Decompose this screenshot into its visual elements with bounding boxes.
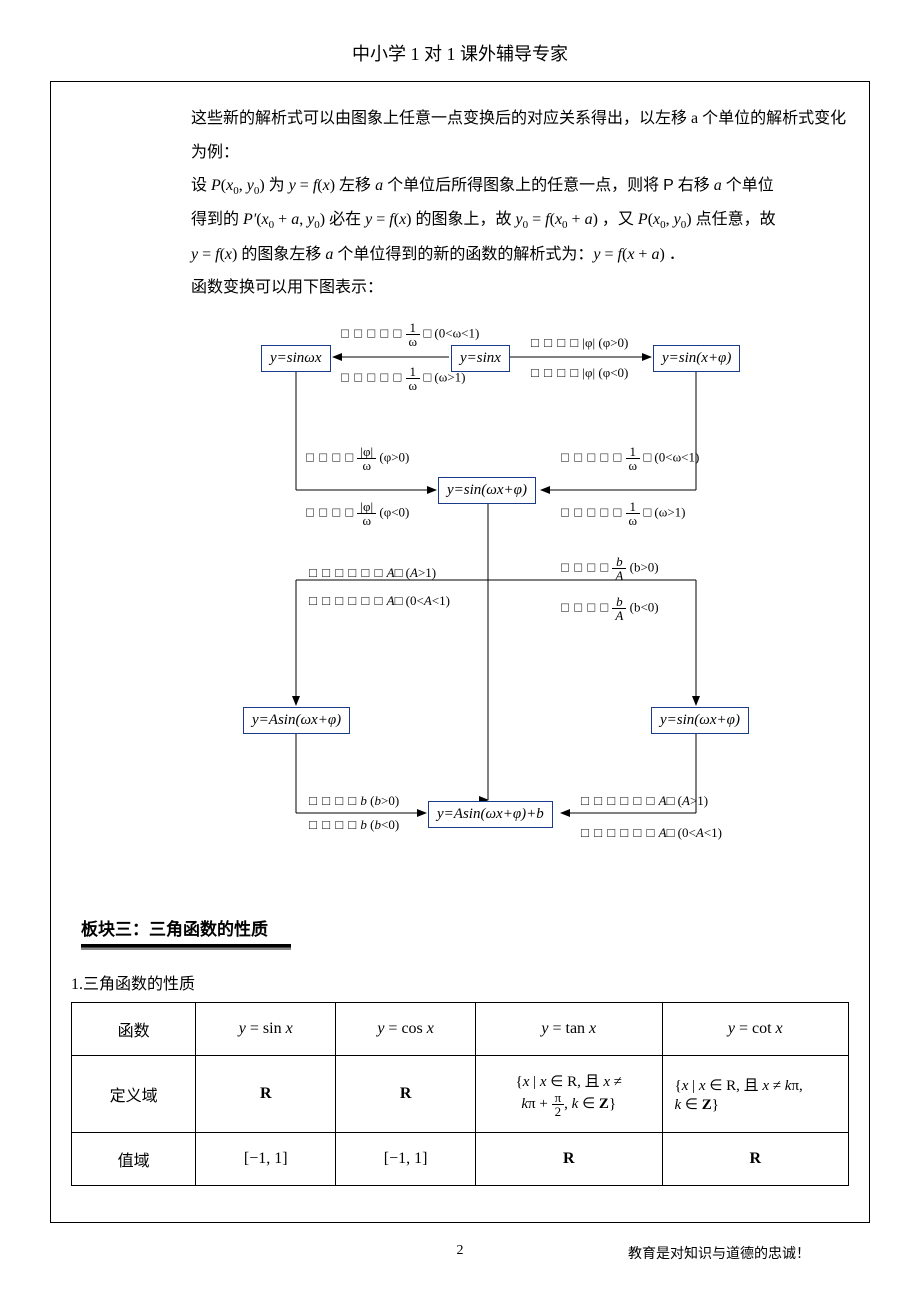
cell: [−1, 1] <box>196 1132 336 1185</box>
node-sinwx: y=sinωx <box>261 345 331 372</box>
edge-34b: □ □ □ □ □ 1ω □ (ω>1) <box>561 500 685 527</box>
edge-23a: □ □ □ □ |φ| (φ>0) <box>531 335 628 351</box>
node-sinwxphi: y=sin(ωx+φ) <box>438 477 536 504</box>
section-title: 板块三：三角函数的性质 <box>81 915 849 940</box>
cell: {x | x ∈ R, 且 x ≠ kπ + π2, k ∈ Z} <box>476 1055 662 1132</box>
subheader: 1.三角函数的性质 <box>71 970 849 994</box>
cell: y = tan x <box>476 1002 662 1055</box>
cell: [−1, 1] <box>336 1132 476 1185</box>
para-2b: 得到的 P'(x0 + a, y0) 必在 y = f(x) 的图象上，故 y0… <box>191 203 849 237</box>
edge-45b: □ □ □ □ □ □ A□ (0<A<1) <box>309 593 450 609</box>
page-number: 2 <box>457 1243 464 1259</box>
table-row: 函数 y = sin x y = cos x y = tan x y = cot… <box>72 1002 849 1055</box>
edge-12a: □ □ □ □ □ 1ω □ (0<ω<1) <box>341 321 479 348</box>
page-header: 中小学 1 对 1 课外辅导专家 <box>50 40 870 66</box>
cell: 值域 <box>72 1132 196 1185</box>
node-sinwxphi2: y=sin(ωx+φ) <box>651 707 749 734</box>
cell: y = cot x <box>662 1002 849 1055</box>
edge-23b: □ □ □ □ |φ| (φ<0) <box>531 365 628 381</box>
cell: R <box>662 1132 849 1185</box>
node-asinwxphi: y=Asin(ωx+φ) <box>243 707 350 734</box>
node-asinwxphib: y=Asin(ωx+φ)+b <box>428 801 553 828</box>
edge-57a: □ □ □ □ b (b>0) <box>309 793 399 809</box>
node-sinxphi: y=sin(x+φ) <box>653 345 740 372</box>
edge-57b: □ □ □ □ b (b<0) <box>309 817 399 833</box>
edge-14b: □ □ □ □ |φ|ω (φ<0) <box>306 500 409 527</box>
para-2c: y = f(x) 的图象左移 a 个单位得到的新的函数的解析式为：y = f(x… <box>191 238 849 272</box>
cell: y = sin x <box>196 1002 336 1055</box>
edge-12b: □ □ □ □ □ 1ω □ (ω>1) <box>341 365 465 392</box>
edge-46b: □ □ □ □ bA (b<0) <box>561 595 659 622</box>
section-underline-icon <box>81 944 291 950</box>
content-frame: 这些新的解析式可以由图象上任意一点变换后的对应关系得出，以左移 a 个单位的解析… <box>50 81 870 1223</box>
cell: 定义域 <box>72 1055 196 1132</box>
cell: {x | x ∈ R, 且 x ≠ kπ, k ∈ Z} <box>662 1055 849 1132</box>
edge-45a: □ □ □ □ □ □ A□ (A>1) <box>309 565 436 581</box>
para-1: 这些新的解析式可以由图象上任意一点变换后的对应关系得出，以左移 a 个单位的解析… <box>191 102 849 169</box>
para-3: 函数变换可以用下图表示： <box>191 271 849 305</box>
cell: y = cos x <box>336 1002 476 1055</box>
edge-34a: □ □ □ □ □ 1ω □ (0<ω<1) <box>561 445 699 472</box>
properties-table: 函数 y = sin x y = cos x y = tan x y = cot… <box>71 1002 849 1186</box>
flowchart-arrows <box>91 315 871 885</box>
para-2a: 设 P(x0, y0) 为 y = f(x) 左移 a 个单位后所得图象上的任意… <box>191 169 849 203</box>
table-row: 值域 [−1, 1] [−1, 1] R R <box>72 1132 849 1185</box>
flowchart: y=sinωx y=sinx y=sin(x+φ) y=sin(ωx+φ) y=… <box>91 315 871 885</box>
edge-67a: □ □ □ □ □ □ A□ (A>1) <box>581 793 708 809</box>
edge-46a: □ □ □ □ bA (b>0) <box>561 555 659 582</box>
edge-14a: □ □ □ □ |φ|ω (φ>0) <box>306 445 409 472</box>
cell: R <box>476 1132 662 1185</box>
edge-67b: □ □ □ □ □ □ A□ (0<A<1) <box>581 825 722 841</box>
cell: R <box>196 1055 336 1132</box>
cell: R <box>336 1055 476 1132</box>
cell: 函数 <box>72 1002 196 1055</box>
table-row: 定义域 R R {x | x ∈ R, 且 x ≠ kπ + π2, k ∈ Z… <box>72 1055 849 1132</box>
footer-motto: 教育是对知识与道德的忠诚！ <box>628 1243 810 1263</box>
